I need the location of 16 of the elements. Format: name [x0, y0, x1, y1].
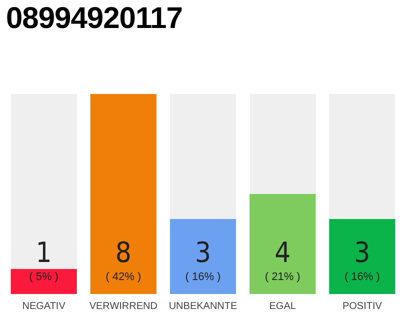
annotation: ( 16% ) [344, 271, 380, 283]
data-label: 4 [274, 236, 291, 269]
data-label: 1 [36, 236, 52, 269]
x-tick-label: NEGATIV [22, 300, 66, 312]
x-tick-label: POSITIV [342, 300, 382, 312]
x-tick-label: VERWIRREND [89, 300, 158, 312]
data-label: 8 [115, 236, 132, 269]
x-tick-label: EGAL [269, 300, 296, 312]
data-label: 3 [354, 236, 370, 269]
data-label: 3 [194, 236, 212, 269]
annotation: ( 21% ) [264, 271, 300, 283]
x-tick-label: UNBEKANNTE [168, 300, 238, 312]
annotation: ( 16% ) [185, 271, 221, 283]
chart-title: 08994920117 [6, 2, 182, 36]
annotation: ( 42% ) [106, 271, 142, 283]
annotation: ( 5% ) [29, 271, 58, 283]
